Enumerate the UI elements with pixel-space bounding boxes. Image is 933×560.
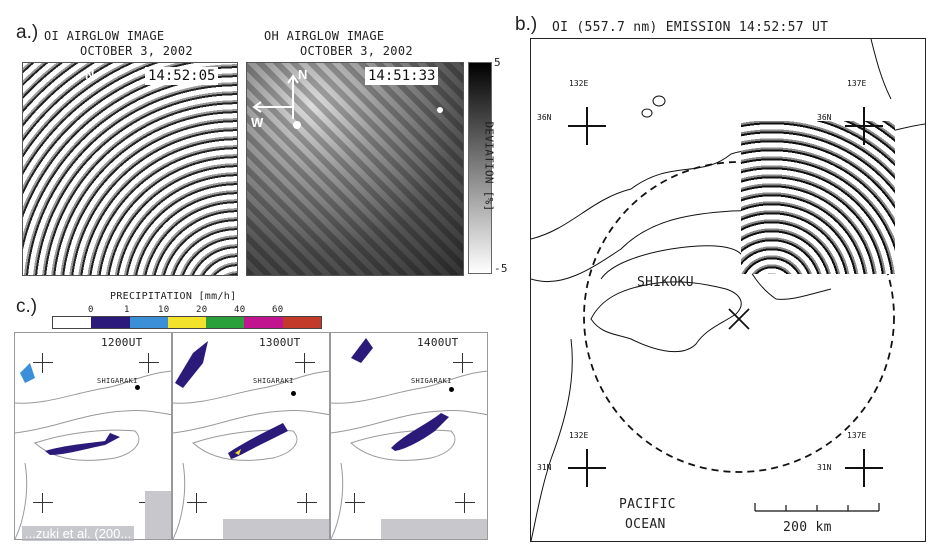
panel-a-label: a.) xyxy=(16,22,39,43)
no-data-region xyxy=(381,519,487,539)
precip-legend-bar xyxy=(52,316,322,329)
lat-label: 31N xyxy=(817,463,832,472)
oi-image-title: OI AIRGLOW IMAGE xyxy=(44,29,165,43)
frame-coastline xyxy=(15,363,171,539)
legend-tick: 10 xyxy=(158,305,170,315)
grid-cross-icon xyxy=(187,493,207,513)
citation-overlay: ...zuki et al. (200... xyxy=(22,526,135,541)
frame-place: SHIGARAKI xyxy=(253,377,294,385)
ocean-label-line2: OCEAN xyxy=(625,517,666,532)
panel-c-label: c.) xyxy=(16,296,38,317)
frame-time: 1300UT xyxy=(259,336,301,349)
legend-tick: 40 xyxy=(234,305,246,315)
scale-label: 200 km xyxy=(783,520,832,535)
oi-image-time: 14:52:05 xyxy=(145,67,219,85)
bright-star xyxy=(293,121,301,129)
oh-image-title: OH AIRGLOW IMAGE xyxy=(264,29,385,43)
grid-cross-icon xyxy=(845,449,883,487)
oi-emission-map: 132E 137E 36N 36N 132E 137E 31N 31N SHIK… xyxy=(530,38,926,542)
grid-cross-icon xyxy=(845,107,883,145)
grid-cross-icon xyxy=(568,107,606,145)
frame-place: SHIGARAKI xyxy=(97,377,138,385)
panel-b-title: OI (557.7 nm) EMISSION 14:52:57 UT xyxy=(552,20,829,35)
grid-cross-icon xyxy=(455,493,475,513)
grid-cross-icon xyxy=(33,353,53,373)
frame-coastline xyxy=(331,338,487,539)
grid-cross-icon xyxy=(139,353,159,373)
grid-cross-icon xyxy=(295,353,315,373)
grid-cross-icon xyxy=(297,493,317,513)
oh-west-label: W xyxy=(251,115,264,130)
legend-tick: 20 xyxy=(196,305,208,315)
lon-label: 132E xyxy=(569,431,589,440)
deviation-colorbar xyxy=(468,62,492,274)
no-data-region xyxy=(223,519,329,539)
precip-frames: 1200UT SHIGARAKI 1300UT SHIGARAKI xyxy=(14,332,488,540)
colorbar-min: -5 xyxy=(494,262,508,275)
colorbar-max: 5 xyxy=(494,56,501,69)
lat-label: 31N xyxy=(537,463,552,472)
oi-north-label: N xyxy=(85,67,95,82)
legend-swatch xyxy=(91,317,130,328)
oi-airglow-image: 14:52:05 N xyxy=(22,62,238,276)
ocean-label-line1: PACIFIC xyxy=(619,497,676,512)
legend-tick: 1 xyxy=(124,305,130,315)
lat-label: 36N xyxy=(537,113,552,122)
bright-star xyxy=(437,107,443,113)
legend-tick: 60 xyxy=(272,305,284,315)
compass-arrows-icon xyxy=(252,74,299,119)
precip-frame-1200: 1200UT SHIGARAKI xyxy=(14,332,172,540)
no-data-region xyxy=(145,491,171,539)
precip-frame-1300: 1300UT SHIGARAKI xyxy=(172,332,330,540)
shigaraki-marker xyxy=(449,387,454,392)
lon-label: 137E xyxy=(847,79,867,88)
grid-cross-icon xyxy=(568,449,606,487)
shigaraki-marker xyxy=(291,391,296,396)
colorbar-label: DEVIATION [%] xyxy=(482,121,496,212)
legend-swatch xyxy=(282,317,321,328)
oi-image-date: OCTOBER 3, 2002 xyxy=(80,44,193,58)
oh-image-time: 14:51:33 xyxy=(365,67,439,85)
region-label: SHIKOKU xyxy=(637,275,694,290)
legend-swatch xyxy=(129,317,168,328)
shigaraki-marker xyxy=(135,385,140,390)
frame-time: 1400UT xyxy=(417,336,459,349)
oi-image-overlay xyxy=(741,121,895,274)
panel-b-label: b.) xyxy=(515,14,538,35)
coastline-map xyxy=(531,39,925,541)
legend-swatch xyxy=(167,317,207,328)
legend-tick: 0 xyxy=(88,305,94,315)
precip-legend-title: PRECIPITATION [mm/h] xyxy=(110,291,237,302)
oh-airglow-image: 14:51:33 N W xyxy=(246,62,464,276)
lon-label: 132E xyxy=(569,79,589,88)
grid-cross-icon xyxy=(345,493,365,513)
legend-swatch xyxy=(53,317,92,328)
lat-label: 36N xyxy=(817,113,832,122)
precip-frame-1400: 1400UT SHIGARAKI xyxy=(330,332,488,540)
frame-place: SHIGARAKI xyxy=(411,377,452,385)
legend-swatch xyxy=(244,317,283,328)
grid-cross-icon xyxy=(33,493,53,513)
frame-time: 1200UT xyxy=(101,336,143,349)
oh-north-label: N xyxy=(298,67,308,82)
frame-coastline xyxy=(173,341,329,539)
grid-cross-icon xyxy=(453,353,473,373)
legend-swatch xyxy=(206,317,245,328)
oh-image-date: OCTOBER 3, 2002 xyxy=(300,44,413,58)
lon-label: 137E xyxy=(847,431,867,440)
